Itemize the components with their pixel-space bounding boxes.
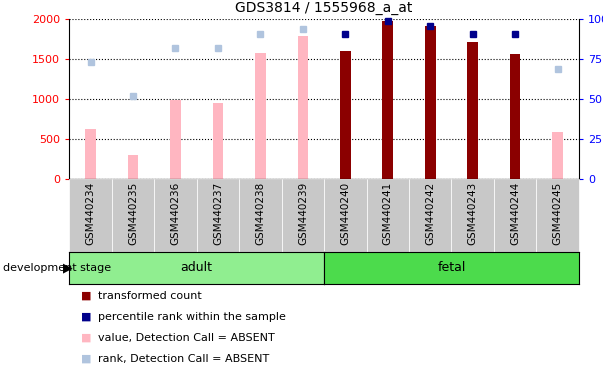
Bar bbox=[452, 179, 494, 252]
Bar bbox=[552, 132, 563, 179]
Text: GSM440239: GSM440239 bbox=[298, 182, 308, 245]
Text: ■: ■ bbox=[81, 312, 92, 322]
Bar bbox=[367, 179, 409, 252]
Bar bbox=[197, 179, 239, 252]
Text: rank, Detection Call = ABSENT: rank, Detection Call = ABSENT bbox=[98, 354, 270, 364]
Bar bbox=[255, 53, 266, 179]
Bar bbox=[282, 179, 324, 252]
Bar bbox=[510, 54, 520, 179]
Text: GSM440240: GSM440240 bbox=[340, 182, 350, 245]
Text: fetal: fetal bbox=[437, 262, 466, 274]
Bar bbox=[297, 36, 308, 179]
Bar bbox=[170, 100, 181, 179]
Text: GSM440238: GSM440238 bbox=[256, 182, 265, 245]
Bar bbox=[112, 179, 154, 252]
Bar bbox=[128, 155, 138, 179]
Text: GSM440236: GSM440236 bbox=[171, 182, 180, 245]
Bar bbox=[467, 41, 478, 179]
Bar bbox=[324, 179, 367, 252]
Text: GSM440244: GSM440244 bbox=[510, 182, 520, 245]
Text: GSM440245: GSM440245 bbox=[552, 182, 563, 245]
Text: transformed count: transformed count bbox=[98, 291, 202, 301]
Bar bbox=[69, 179, 112, 252]
Text: GSM440234: GSM440234 bbox=[86, 182, 96, 245]
Text: development stage: development stage bbox=[3, 263, 111, 273]
Bar bbox=[494, 179, 537, 252]
Text: GSM440241: GSM440241 bbox=[383, 182, 393, 245]
Text: ■: ■ bbox=[81, 354, 92, 364]
Title: GDS3814 / 1555968_a_at: GDS3814 / 1555968_a_at bbox=[235, 2, 413, 15]
Bar bbox=[537, 179, 579, 252]
Bar bbox=[382, 21, 393, 179]
Bar bbox=[239, 179, 282, 252]
Bar bbox=[85, 129, 96, 179]
Text: ▶: ▶ bbox=[63, 262, 72, 274]
Text: percentile rank within the sample: percentile rank within the sample bbox=[98, 312, 286, 322]
Bar bbox=[340, 51, 351, 179]
Bar bbox=[154, 179, 197, 252]
Bar bbox=[213, 103, 223, 179]
Bar bbox=[425, 26, 435, 179]
Text: adult: adult bbox=[181, 262, 213, 274]
Bar bbox=[409, 179, 452, 252]
Text: GSM440235: GSM440235 bbox=[128, 182, 138, 245]
Text: ■: ■ bbox=[81, 291, 92, 301]
Text: GSM440237: GSM440237 bbox=[213, 182, 223, 245]
Text: value, Detection Call = ABSENT: value, Detection Call = ABSENT bbox=[98, 333, 275, 343]
Text: GSM440243: GSM440243 bbox=[468, 182, 478, 245]
Text: ■: ■ bbox=[81, 333, 92, 343]
Text: GSM440242: GSM440242 bbox=[425, 182, 435, 245]
